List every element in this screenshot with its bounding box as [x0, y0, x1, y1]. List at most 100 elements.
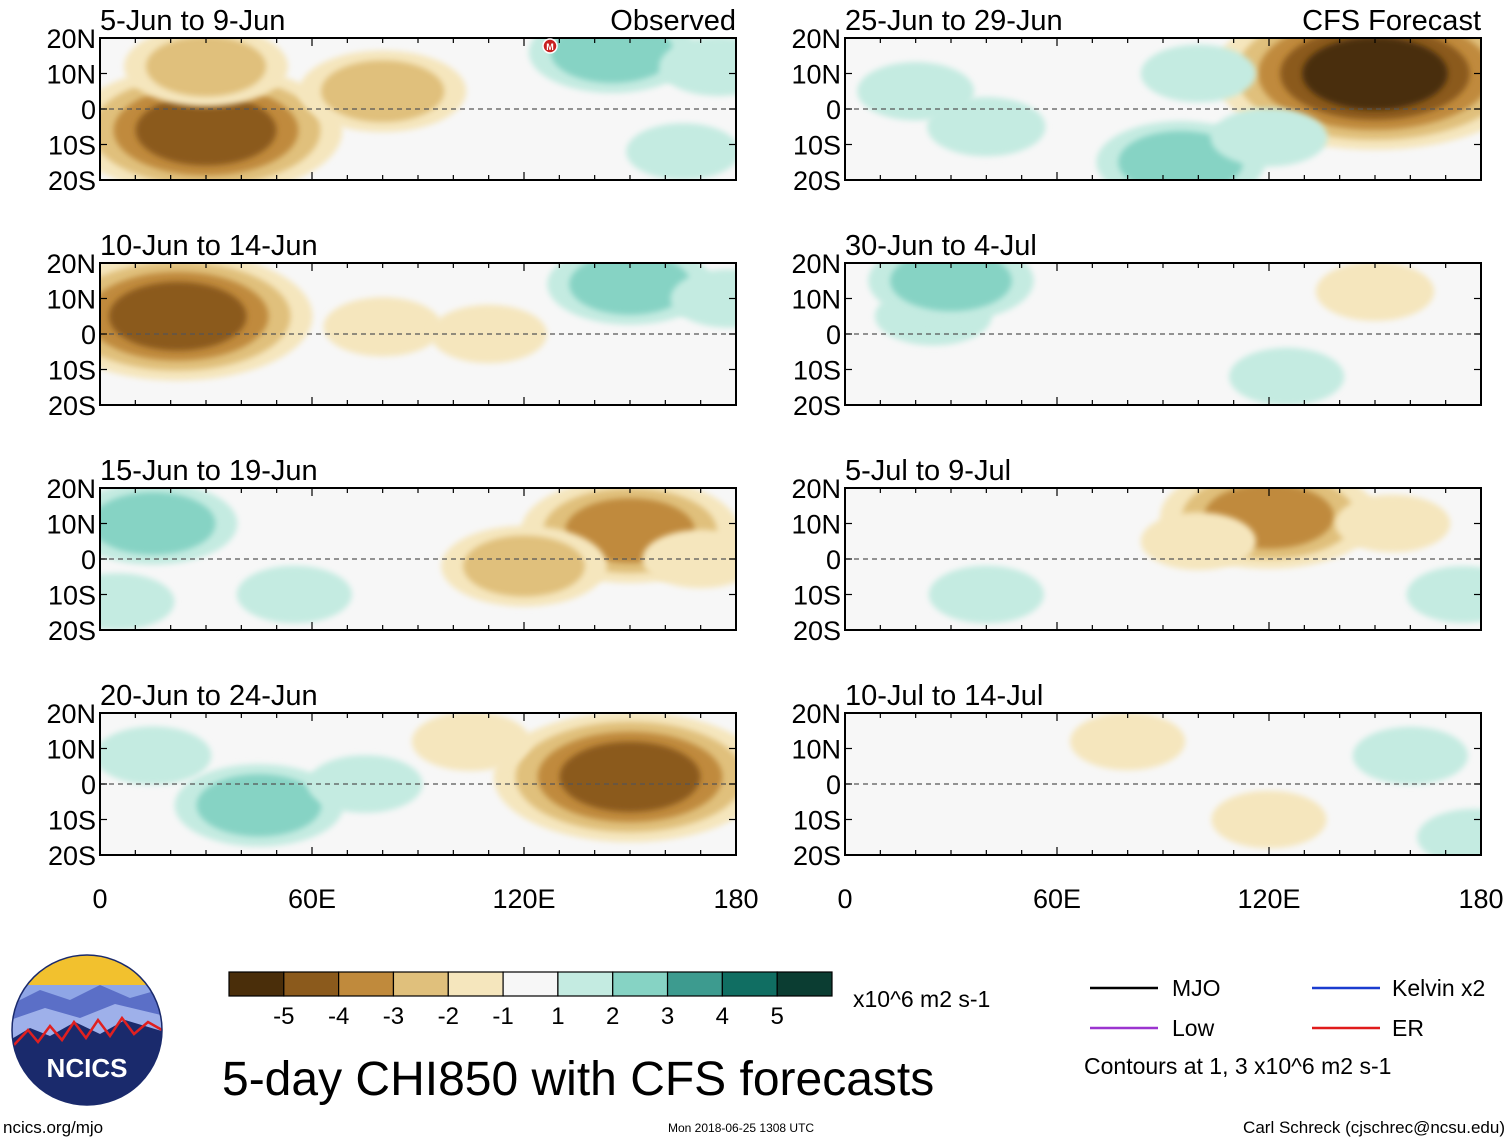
observed-label: Observed — [610, 5, 736, 37]
y-tick-label: 10N — [46, 735, 96, 765]
anomaly-blob-1-level-4 — [135, 95, 277, 166]
y-tick-label: 20N — [791, 474, 841, 504]
anomaly-blob-4-level-2 — [569, 263, 691, 315]
colorbar-swatch — [721, 971, 778, 997]
panel-title: 5-Jun to 9-Jun — [100, 5, 285, 37]
colorbar-tick-label: 2 — [606, 1003, 619, 1030]
anomaly-blob-1-level-1 — [1315, 263, 1435, 321]
y-tick-label: 10S — [48, 806, 96, 836]
anomaly-blob-4-level-2 — [550, 38, 674, 83]
legend-label-mjo: MJO — [1172, 975, 1221, 1001]
anomaly-blob-4-level-1 — [928, 565, 1044, 624]
panel-6 — [844, 262, 1482, 406]
ncics-logo: NCICS — [11, 954, 163, 1106]
y-tick-label: 20N — [46, 474, 96, 504]
colorbar-swatch — [283, 971, 340, 997]
anomaly-blob-2-level-2 — [463, 535, 585, 597]
colorbar-units: x10^6 m2 s-1 — [853, 986, 990, 1012]
y-tick-label: 10N — [46, 60, 96, 90]
anomaly-blob-4-level-1 — [100, 726, 212, 785]
panel-title: 20-Jun to 24-Jun — [100, 680, 318, 712]
anomaly-blob-3-level-2 — [890, 263, 1012, 312]
panel-1-axes: 20N 10N 0 10S 20S 5-Jun to 9-Jun Observed — [46, 5, 737, 196]
colorbar-swatch — [338, 971, 395, 997]
colorbar-tick-label: -3 — [383, 1003, 404, 1030]
colorbar-swatch — [228, 971, 285, 997]
panel-title: 10-Jun to 14-Jun — [100, 230, 318, 262]
x-tick-label: 60E — [288, 884, 336, 914]
anomaly-blob-1-level-1 — [1070, 713, 1186, 771]
y-tick-label: 10S — [793, 581, 841, 611]
panel-title: 5-Jul to 9-Jul — [845, 455, 1011, 487]
y-tick-label: 20S — [48, 616, 96, 646]
legend-label-low: Low — [1172, 1015, 1215, 1041]
colorbar-swatch — [776, 971, 833, 997]
map-marker: M — [542, 38, 558, 54]
colorbar-tick-label: 4 — [716, 1003, 729, 1030]
y-tick-label: 20N — [791, 24, 841, 54]
author-credit: Carl Schreck (cjschrec@ncsu.edu) — [1243, 1118, 1505, 1137]
panel-title: 10-Jul to 14-Jul — [845, 680, 1043, 712]
anomaly-blob-4-level-1 — [1417, 808, 1481, 855]
y-tick-label: 10N — [791, 60, 841, 90]
y-tick-label: 10S — [793, 806, 841, 836]
anomaly-field — [857, 38, 1481, 180]
y-tick-label: 0 — [81, 320, 96, 350]
anomaly-blob-1-level-4 — [559, 741, 701, 813]
anomaly-blob-2-level-1 — [1140, 512, 1256, 571]
y-tick-label: 10S — [48, 131, 96, 161]
anomaly-blob-5-level-1 — [659, 38, 736, 96]
y-tick-label: 20S — [793, 391, 841, 421]
anomaly-field — [928, 488, 1481, 624]
y-tick-label: 10N — [791, 510, 841, 540]
colorbar-swatch — [392, 971, 449, 997]
x-tick-label: 120E — [1237, 884, 1300, 914]
y-tick-label: 20N — [46, 699, 96, 729]
colorbar-swatch — [447, 971, 504, 997]
anomaly-blob-3-level-2 — [146, 38, 266, 97]
x-tick-label: 0 — [92, 884, 107, 914]
y-tick-label: 10S — [48, 356, 96, 386]
marker-letter: M — [546, 42, 554, 52]
panel-title: 15-Jun to 19-Jun — [100, 455, 318, 487]
anomaly-blob-2-level-1 — [1211, 790, 1327, 849]
y-tick-label: 10S — [793, 356, 841, 386]
panel-title: 25-Jun to 29-Jun — [845, 5, 1063, 37]
legend-label-kelvin: Kelvin x2 — [1392, 975, 1485, 1001]
y-tick-label: 20S — [793, 616, 841, 646]
anomaly-field — [1070, 713, 1481, 855]
panel-4 — [99, 712, 737, 856]
panel-8-axes: 20N 10N 0 10S 20S 10-Jul to 14-Jul 0 60E 120E 180 — [791, 680, 1503, 914]
timestamp: Mon 2018-06-25 1308 UTC — [668, 1121, 814, 1135]
panel-2 — [99, 262, 737, 406]
y-tick-label: 0 — [81, 770, 96, 800]
anomaly-blob-2-level-1 — [323, 297, 442, 357]
colorbar-tick-label: 3 — [661, 1003, 674, 1030]
y-tick-label: 0 — [826, 770, 841, 800]
anomaly-field — [868, 263, 1435, 405]
anomaly-blob-3-level-1 — [1335, 494, 1451, 553]
panel-8 — [844, 712, 1482, 856]
panel-2-axes: 20N 10N 0 10S 20S 10-Jun to 14-Jun — [46, 230, 737, 421]
y-tick-label: 0 — [81, 95, 96, 125]
x-tick-label: 120E — [492, 884, 555, 914]
anomaly-blob-5-level-1 — [1406, 566, 1481, 623]
colorbar-swatch — [612, 971, 669, 997]
y-tick-label: 0 — [826, 95, 841, 125]
anomaly-blob-3-level-1 — [1352, 726, 1468, 785]
anomaly-blob-4-level-1 — [1229, 347, 1345, 405]
y-tick-label: 10N — [791, 285, 841, 315]
y-tick-label: 10N — [46, 510, 96, 540]
colorbar-swatch — [557, 971, 614, 997]
colorbar: -5 -4 -3 -2 -1 1 2 3 4 5 x10^6 m2 s-1 — [228, 971, 990, 1030]
anomaly-blob-2-level-1 — [411, 713, 531, 771]
y-tick-label: 20S — [48, 391, 96, 421]
y-tick-label: 10S — [793, 131, 841, 161]
panel-6-axes: 20N 10N 0 10S 20S 30-Jun to 4-Jul — [791, 230, 1482, 421]
panel-3 — [99, 487, 737, 631]
anomaly-blob-5-level-1 — [236, 565, 352, 624]
anomaly-blob-1-level-4 — [108, 281, 247, 351]
anomaly-field — [100, 488, 736, 630]
y-tick-label: 0 — [826, 320, 841, 350]
